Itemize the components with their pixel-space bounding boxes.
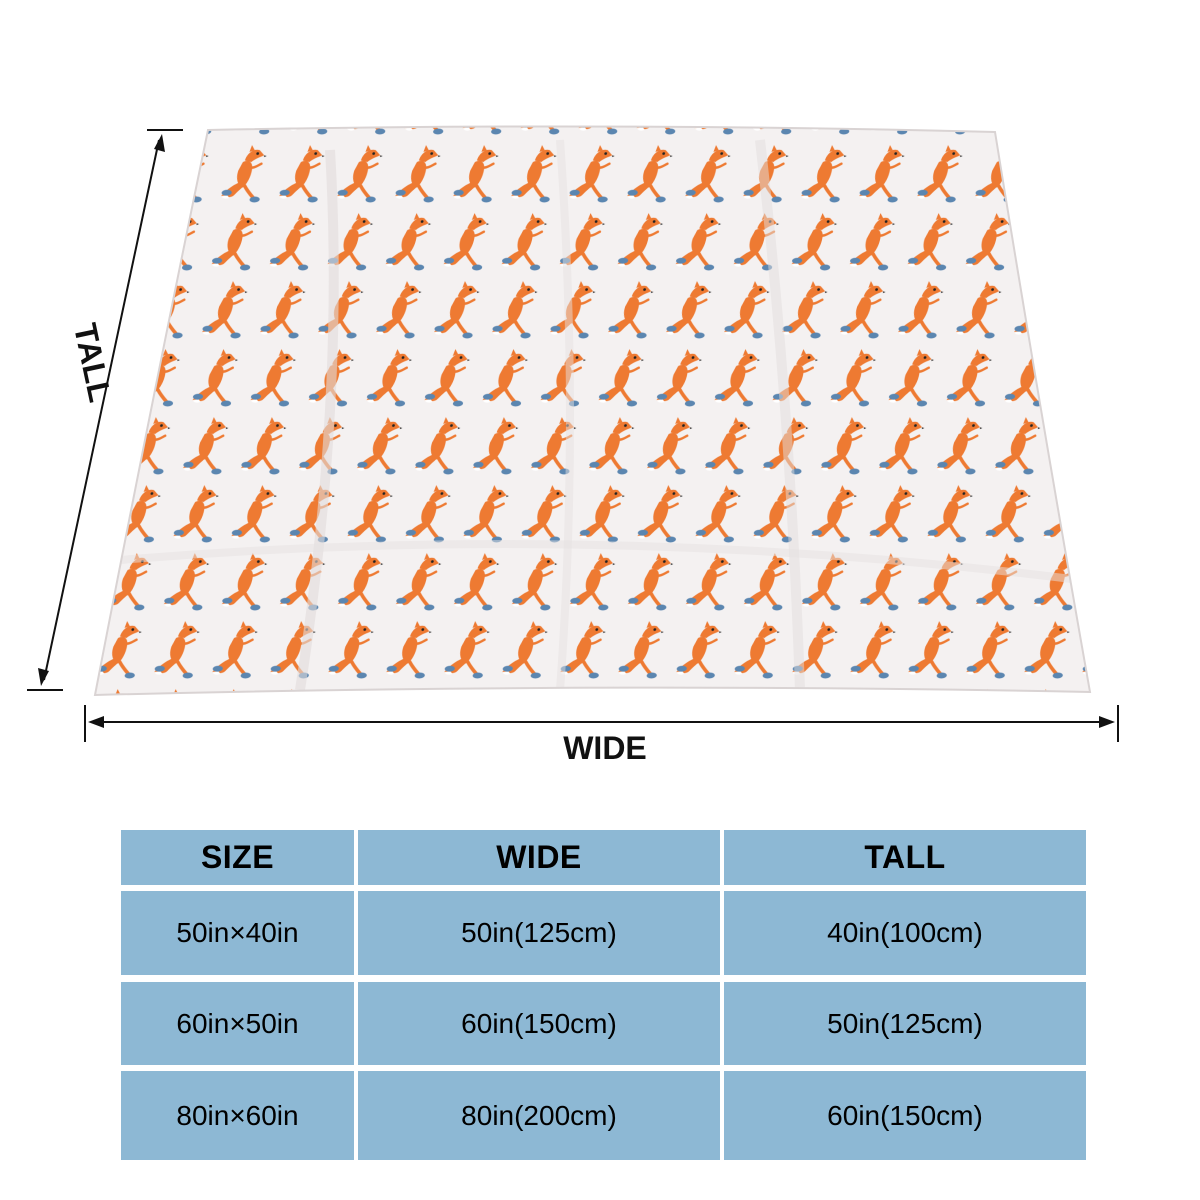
header-tall: TALL	[724, 830, 1086, 885]
tall-label: TALL	[67, 320, 119, 405]
tall-dimension-arrow	[27, 129, 183, 691]
row-1-size: 50in×40in	[121, 891, 354, 975]
row-1-wide: 50in(125cm)	[358, 891, 720, 975]
header-wide: WIDE	[358, 830, 720, 885]
blanket-figure: TALL WIDE	[27, 125, 1119, 766]
row-1-tall: 40in(100cm)	[724, 891, 1086, 975]
blanket-edge	[93, 125, 1092, 697]
row-2-size: 60in×50in	[121, 982, 354, 1065]
row-3-tall: 60in(150cm)	[724, 1071, 1086, 1160]
row-3-size: 80in×60in	[121, 1071, 354, 1160]
header-size: SIZE	[121, 830, 354, 885]
row-3-wide: 80in(200cm)	[358, 1071, 720, 1160]
wide-dimension-arrow	[84, 705, 1119, 742]
blanket	[95, 126, 1090, 695]
row-2-tall: 50in(125cm)	[724, 982, 1086, 1065]
wide-label: WIDE	[563, 730, 647, 766]
size-table: SIZE WIDE TALL 50in×40in 50in(125cm) 40i…	[121, 830, 1086, 1160]
row-2-wide: 60in(150cm)	[358, 982, 720, 1065]
